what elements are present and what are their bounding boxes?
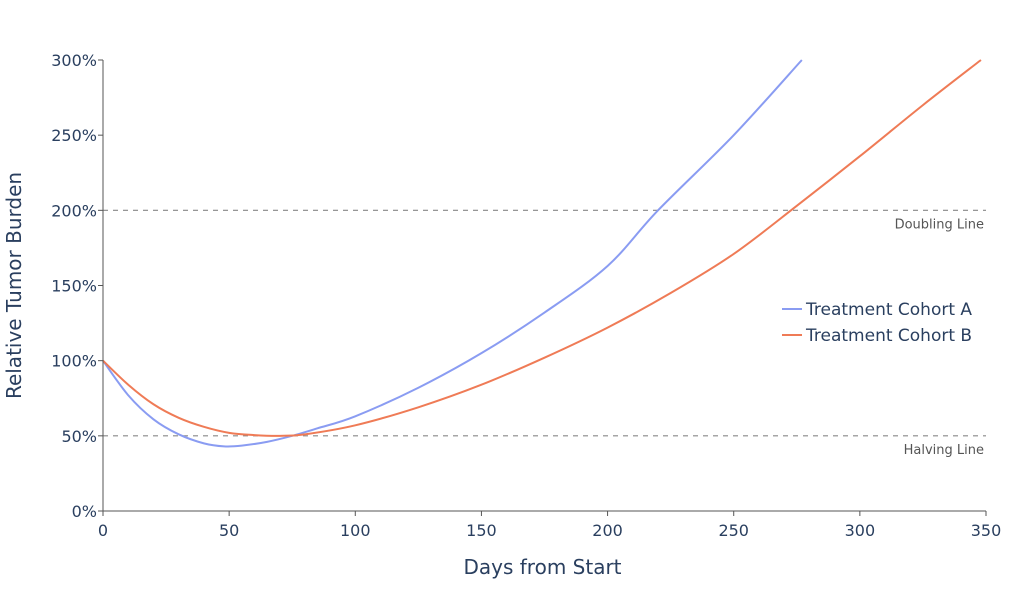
y-tick-label: 100% <box>51 352 97 371</box>
series-line-a <box>102 59 803 448</box>
y-axis-ticks: 0% 50% 100% 150% 200% 250% 300% <box>51 51 103 521</box>
legend-label: Treatment Cohort B <box>805 326 972 346</box>
x-tick-label: 300 <box>845 521 876 540</box>
x-axis-title: Days from Start <box>463 555 621 579</box>
y-axis-title: Relative Tumor Burden <box>2 172 26 399</box>
x-tick-label: 100 <box>340 521 371 540</box>
legend-label: Treatment Cohort A <box>805 300 972 320</box>
y-tick-label: 200% <box>51 201 97 220</box>
reference-line-label: Halving Line <box>904 443 984 458</box>
legend: Treatment Cohort A Treatment Cohort B <box>782 300 972 346</box>
x-axis-ticks: 0 50 100 150 200 250 300 350 <box>98 511 1001 540</box>
x-tick-label: 200 <box>592 521 623 540</box>
series-line-b <box>102 59 982 437</box>
x-tick-label: 0 <box>98 521 108 540</box>
reference-line-label: Doubling Line <box>895 217 984 232</box>
y-tick-label: 300% <box>51 51 97 70</box>
series-lines <box>102 59 982 448</box>
y-tick-label: 50% <box>61 427 97 446</box>
y-tick-label: 0% <box>72 502 97 521</box>
x-tick-label: 50 <box>219 521 239 540</box>
x-tick-label: 250 <box>718 521 749 540</box>
x-tick-label: 150 <box>466 521 497 540</box>
y-tick-label: 150% <box>51 277 97 296</box>
y-tick-label: 250% <box>51 126 97 145</box>
reference-lines: Doubling Line Halving Line <box>103 209 986 458</box>
x-tick-label: 350 <box>971 521 1002 540</box>
